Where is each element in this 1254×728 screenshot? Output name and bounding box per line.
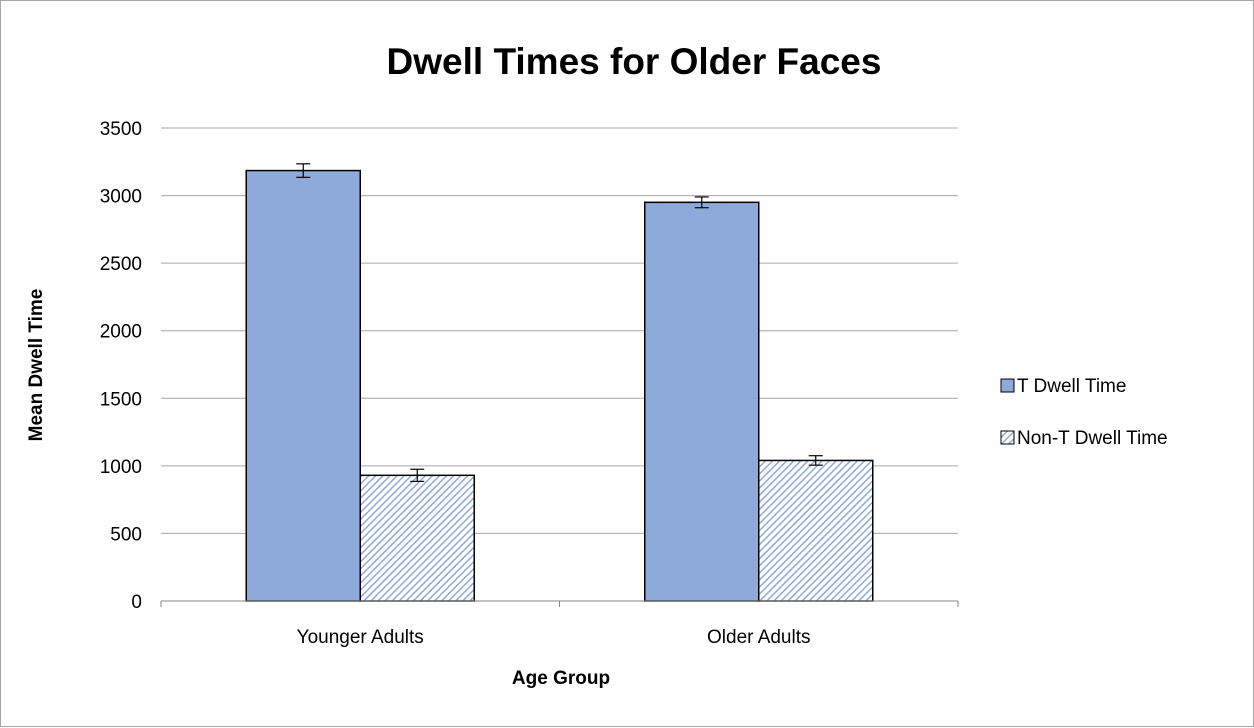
x-tick-label: Older Adults: [707, 627, 811, 648]
bar-non-t-dwell-1: [758, 459, 874, 602]
error-bars: [296, 163, 823, 482]
y-tick-label: 3500: [100, 119, 142, 140]
legend: T Dwell Time Non-T Dwell Time: [1000, 376, 1168, 449]
bars: [245, 169, 874, 602]
y-tick-label: 1500: [100, 389, 142, 410]
y-tick-label: 500: [110, 524, 142, 545]
chart-title: Dwell Times for Older Faces: [387, 41, 882, 82]
x-tick-label: Younger Adults: [297, 627, 424, 648]
y-tick-label: 2000: [100, 322, 142, 343]
bar-t-dwell-1: [644, 201, 760, 602]
x-axis-title: Age Group: [512, 668, 610, 689]
legend-swatch-0: [1000, 378, 1015, 393]
legend-label-0: T Dwell Time: [1017, 376, 1126, 397]
legend-swatch-1: [1000, 430, 1015, 445]
y-axis-title: Mean Dwell Time: [26, 289, 47, 442]
y-axis-ticks: 0 500 1000 1500 2000 2500 3000 3500: [100, 119, 142, 613]
y-tick-label: 1000: [100, 457, 142, 478]
bar-non-t-dwell-0: [359, 474, 475, 602]
bar-t-dwell-0: [245, 169, 361, 602]
y-tick-label: 3000: [100, 187, 142, 208]
legend-label-1: Non-T Dwell Time: [1017, 428, 1168, 449]
x-axis-ticks: Younger Adults Older Adults: [160, 601, 959, 648]
y-tick-label: 2500: [100, 254, 142, 275]
y-tick-label: 0: [131, 592, 142, 613]
